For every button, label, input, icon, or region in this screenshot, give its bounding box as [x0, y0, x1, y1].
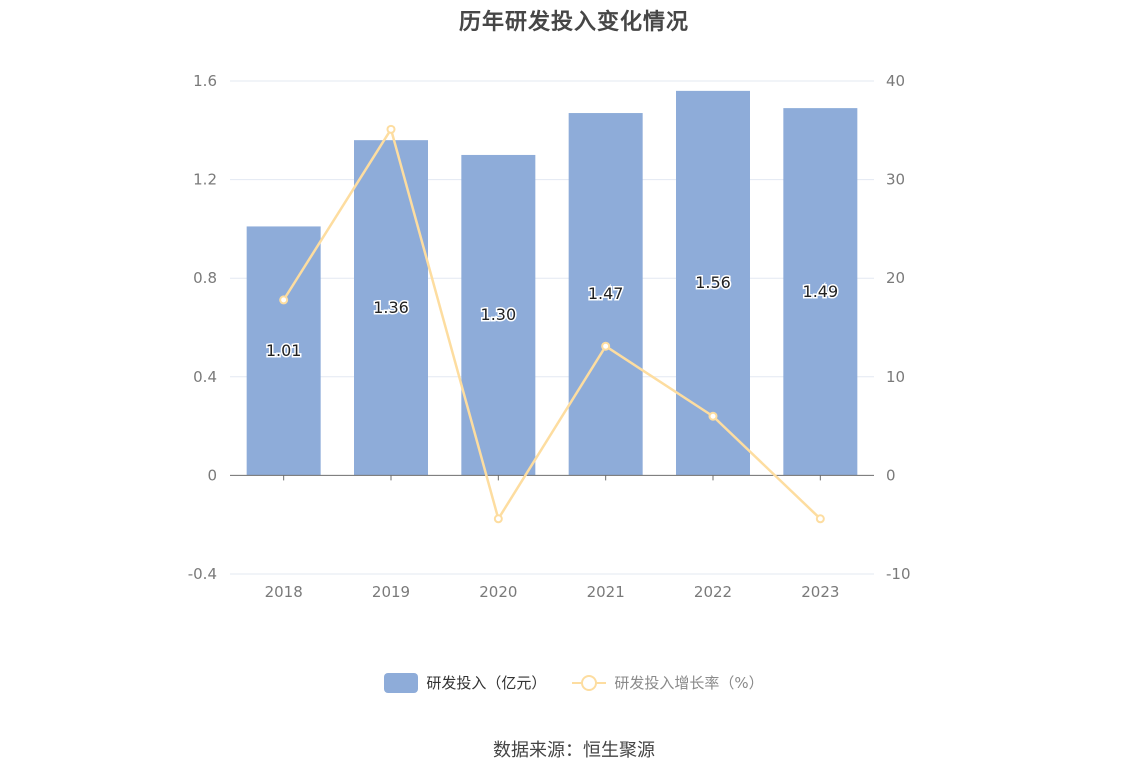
x-tick-label-2022: 2022 [694, 583, 732, 601]
y-right-tick-label: 0 [886, 466, 896, 484]
bar-data-label-2020: 1.30 [481, 305, 517, 324]
y-left-tick-label: 0 [207, 466, 217, 484]
x-tick-label-2020: 2020 [479, 583, 517, 601]
bar-data-label-2018: 1.01 [266, 341, 302, 360]
y-left-tick-label: 0.8 [193, 269, 217, 287]
growth-rate-point-2020 [493, 514, 503, 524]
legend-bar-label: 研发投入（亿元） [426, 674, 547, 692]
legend-line-label: 研发投入增长率（%） [614, 674, 764, 692]
y-right-tick-label: 10 [886, 368, 905, 386]
growth-rate-point-2018 [279, 295, 289, 305]
y-right-tick-label: 30 [886, 171, 905, 189]
y-right-tick-label: 20 [886, 269, 905, 287]
growth-rate-line [282, 128, 822, 521]
y-right-tick-label: -10 [886, 565, 911, 583]
y-right-tick-label: 40 [886, 72, 905, 90]
bar-data-label-2022: 1.56 [695, 273, 731, 292]
growth-rate-point-2023 [815, 514, 825, 524]
x-tick-label-2019: 2019 [372, 583, 410, 601]
bar-2019 [354, 140, 428, 476]
bar-2022 [676, 90, 750, 476]
chart-title: 历年研发投入变化情况 [458, 10, 689, 35]
bar-data-label-2019: 1.36 [373, 298, 409, 317]
growth-rate-point-2021 [601, 341, 611, 351]
legend-line-swatch [572, 673, 607, 693]
y-left-tick-label: 0.4 [193, 368, 217, 386]
y-left-tick-label: 1.2 [193, 171, 217, 189]
data-source-note: 数据来源：恒生聚源 [493, 740, 655, 761]
x-tick-label-2021: 2021 [587, 583, 625, 601]
x-tick-label-2018: 2018 [265, 583, 303, 601]
legend-bar-swatch [384, 672, 419, 693]
x-tick-label-2023: 2023 [801, 583, 839, 601]
y-left-tick-label: -0.4 [188, 565, 217, 583]
y-left-tick-label: 1.6 [193, 72, 217, 90]
bar-2020 [461, 154, 536, 476]
bar-2018 [246, 226, 321, 476]
legend-item-line-series[interactable]: 研发投入增长率（%） [572, 672, 764, 693]
chart-legend: 研发投入（亿元） 研发投入增长率（%） [0, 672, 1148, 693]
growth-rate-point-2022 [708, 411, 718, 421]
bar-2023 [783, 108, 858, 476]
bar-data-label-2023: 1.49 [803, 282, 839, 301]
legend-item-bar-series[interactable]: 研发投入（亿元） [384, 672, 546, 693]
bar-data-label-2021: 1.47 [588, 284, 624, 303]
bar-2021 [568, 113, 643, 476]
growth-rate-point-2019 [386, 124, 396, 134]
